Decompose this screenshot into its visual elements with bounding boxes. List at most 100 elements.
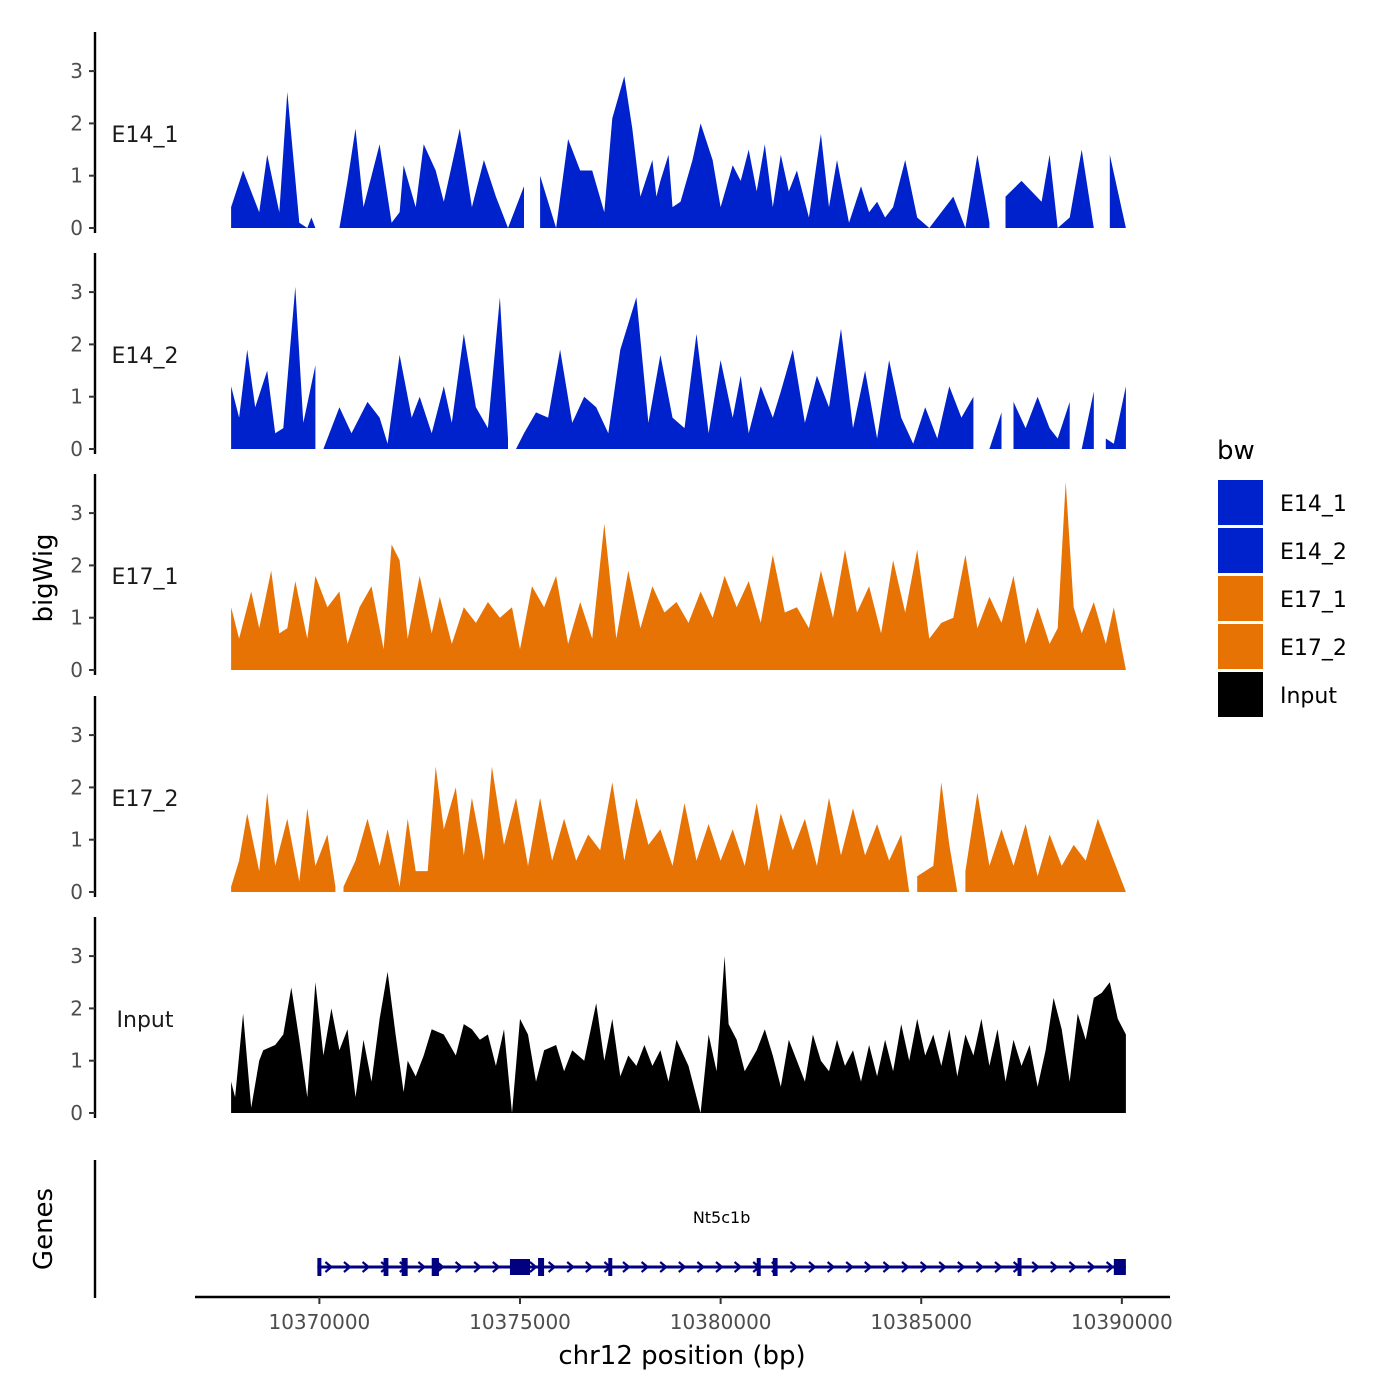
legend-swatch xyxy=(1218,480,1263,525)
exon-block xyxy=(1113,1259,1126,1275)
strand-arrow xyxy=(622,1261,631,1273)
y-tick-label: 2 xyxy=(70,996,83,1020)
track-E17_2: 0 1 2 3 E17_2 xyxy=(70,696,1126,904)
y-tick-label: 2 xyxy=(70,111,83,135)
y-tick-label: 3 xyxy=(70,723,83,747)
y-tick-label: 1 xyxy=(70,606,83,630)
coverage-area xyxy=(1005,149,1094,228)
strand-arrow xyxy=(585,1261,594,1273)
strand-arrow xyxy=(882,1261,892,1273)
legend-title: bw xyxy=(1217,436,1255,466)
legend-label: Input xyxy=(1280,684,1337,709)
coverage-area xyxy=(1081,391,1094,449)
strand-arrow xyxy=(826,1261,836,1273)
exon-block xyxy=(608,1258,613,1276)
gene-model xyxy=(317,1258,1126,1276)
strand-arrow xyxy=(975,1261,985,1273)
strand-arrow xyxy=(957,1261,966,1273)
legend-label: E17_2 xyxy=(1280,636,1347,661)
y-tick-label: 3 xyxy=(70,501,83,525)
strand-arrow xyxy=(659,1261,668,1273)
legend-label: E14_2 xyxy=(1280,540,1347,565)
x-tick-label: 10385000 xyxy=(870,1310,972,1334)
coverage-area xyxy=(231,956,1126,1113)
legend-swatch xyxy=(1218,576,1263,621)
track-panels: 0 1 2 3 E14_1 0 1 2 3 E14_2 0 1 2 3 E17_1 0 1 2 3 E17_2 0 1 2 3… xyxy=(70,32,1126,1125)
coverage-area xyxy=(540,76,990,228)
strand-arrow xyxy=(919,1261,929,1273)
y-tick-label: 3 xyxy=(70,280,83,304)
track-label: E17_2 xyxy=(112,787,179,812)
track-E17_1: 0 1 2 3 E17_1 xyxy=(70,474,1126,682)
y-tick-label: 0 xyxy=(70,1101,83,1125)
coverage-area xyxy=(339,128,524,228)
x-tick-label: 10380000 xyxy=(670,1310,772,1334)
strand-arrow xyxy=(733,1261,743,1273)
track-label: E14_1 xyxy=(112,123,179,148)
strand-arrow xyxy=(808,1261,817,1273)
legend-swatch xyxy=(1218,672,1263,717)
x-tick-label: 10375000 xyxy=(469,1310,571,1334)
legend: bw E14_1 E14_2 E17_1 E17_2 Input xyxy=(1217,436,1347,717)
strand-arrow xyxy=(1050,1261,1059,1273)
coverage-area xyxy=(1109,154,1126,228)
y-tick-label: 0 xyxy=(70,437,83,461)
strand-arrow xyxy=(454,1261,464,1273)
strand-arrow xyxy=(1105,1261,1115,1273)
coverage-area xyxy=(343,766,910,892)
y-axis-title: bigWig xyxy=(29,533,59,622)
track-label: Input xyxy=(117,1008,174,1033)
strand-arrow xyxy=(715,1261,724,1273)
coverage-area xyxy=(917,782,958,892)
strand-arrow xyxy=(678,1261,687,1273)
exon-block xyxy=(509,1259,531,1275)
coverage-area xyxy=(1105,386,1126,449)
exon-block xyxy=(756,1258,761,1276)
strand-arrow xyxy=(547,1261,557,1273)
coverage-area xyxy=(231,792,336,892)
y-tick-label: 0 xyxy=(70,880,83,904)
exon-block xyxy=(401,1258,408,1276)
y-tick-label: 2 xyxy=(70,775,83,799)
exon-block xyxy=(317,1258,322,1276)
exon-block xyxy=(431,1258,439,1276)
coverage-area xyxy=(516,297,974,449)
y-tick-label: 1 xyxy=(70,385,83,409)
track-label: E14_2 xyxy=(112,344,179,369)
y-tick-label: 2 xyxy=(70,332,83,356)
track-label: E17_1 xyxy=(112,565,179,590)
strand-arrow xyxy=(529,1261,538,1273)
strand-arrow xyxy=(845,1261,854,1273)
strand-arrow xyxy=(1068,1261,1078,1273)
strand-arrow xyxy=(1087,1261,1096,1273)
strand-arrow xyxy=(901,1261,910,1273)
legend-label: E14_1 xyxy=(1280,492,1347,517)
coverage-area xyxy=(323,297,508,449)
exon-block xyxy=(772,1258,778,1276)
coverage-area xyxy=(965,792,1126,892)
exon-block xyxy=(383,1258,389,1276)
strand-arrow xyxy=(566,1261,575,1273)
exon-block xyxy=(538,1258,545,1276)
strand-arrow xyxy=(696,1261,706,1273)
y-tick-label: 3 xyxy=(70,59,83,83)
y-tick-label: 0 xyxy=(70,216,83,240)
x-axis: 10370000 10375000 10380000 10385000 10390000 xyxy=(195,1295,1173,1334)
coverage-area xyxy=(231,481,1126,670)
strand-arrow xyxy=(473,1261,482,1273)
strand-arrow xyxy=(938,1261,947,1273)
legend-label: E17_1 xyxy=(1280,588,1347,613)
strand-arrow xyxy=(1031,1261,1040,1273)
strand-arrow xyxy=(864,1261,873,1273)
coverage-area xyxy=(1013,396,1070,449)
y-tick-label: 0 xyxy=(70,658,83,682)
y-tick-label: 2 xyxy=(70,553,83,577)
track-E14_1: 0 1 2 3 E14_1 xyxy=(70,32,1126,240)
y-tick-label: 3 xyxy=(70,944,83,968)
x-tick-label: 10390000 xyxy=(1071,1310,1173,1334)
exon-block xyxy=(1017,1258,1022,1276)
coverage-area xyxy=(231,286,316,449)
y-tick-label: 1 xyxy=(70,828,83,852)
coverage-area xyxy=(231,92,316,228)
